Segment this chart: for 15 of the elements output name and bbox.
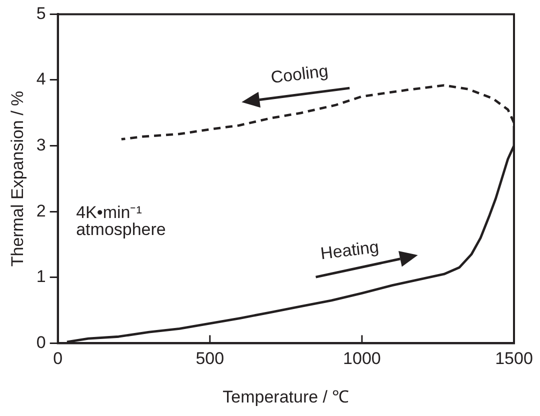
annotation: Cooling <box>270 61 330 88</box>
x-tick-label: 1500 <box>495 349 533 368</box>
y-tick-label: 2 <box>36 201 46 220</box>
x-tick-label: 0 <box>53 349 63 368</box>
x-tick-label: 1000 <box>343 349 381 368</box>
annotation: 4K•min⁻¹ atmosphere <box>76 203 166 240</box>
y-tick-label: 0 <box>36 332 46 352</box>
y-axis-title: Thermal Expansion / % <box>8 90 27 267</box>
y-tick-label: 4 <box>36 70 46 89</box>
x-axis-title: Temperature / ℃ <box>222 387 350 406</box>
y-tick-label: 1 <box>36 267 46 286</box>
y-tick-label: 5 <box>36 4 46 23</box>
annotation: Heating <box>319 237 380 264</box>
y-tick-label: 3 <box>36 135 46 154</box>
x-tick-label: 500 <box>196 349 224 368</box>
